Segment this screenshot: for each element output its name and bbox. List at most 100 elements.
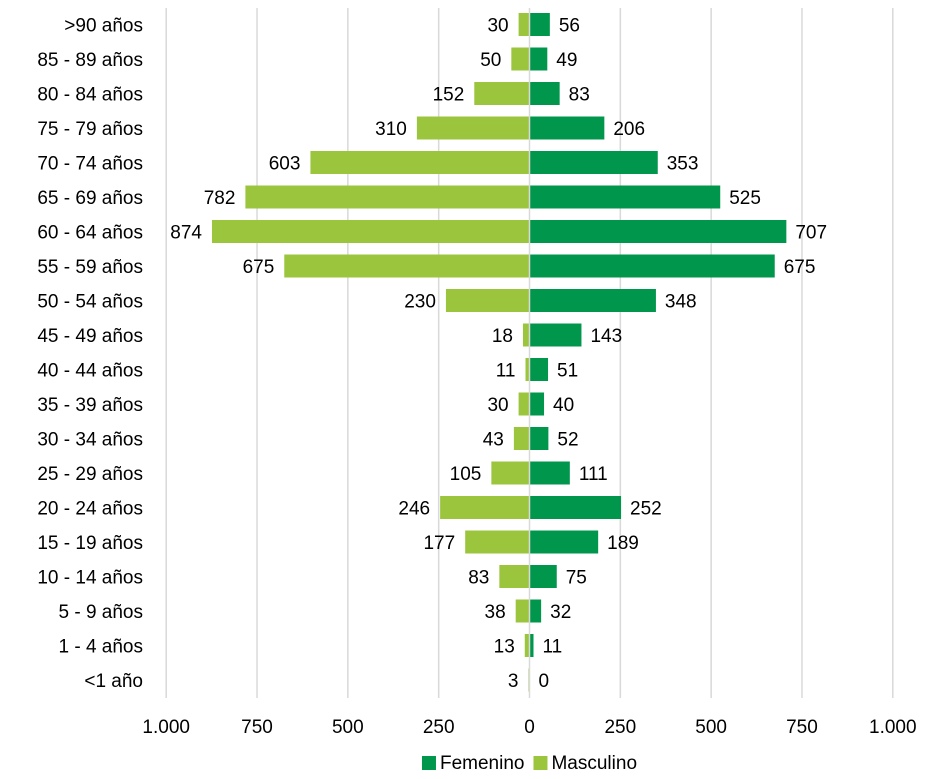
bar-femenino [529, 392, 545, 416]
data-label-femenino: 206 [613, 119, 645, 140]
data-label-femenino: 353 [667, 154, 699, 175]
data-label-masculino: 152 [433, 85, 465, 106]
x-tick-label: 0 [524, 717, 535, 738]
data-label-masculino: 83 [468, 568, 489, 589]
bar-masculino [474, 82, 530, 105]
data-label-femenino: 49 [556, 50, 577, 71]
data-label-femenino: 0 [539, 671, 550, 692]
bar-femenino [529, 565, 557, 588]
bar-masculino [211, 220, 530, 243]
bar-femenino [529, 289, 656, 312]
bar-femenino [529, 496, 622, 519]
bar-femenino [529, 185, 721, 209]
bar-femenino [529, 82, 560, 105]
category-label: 20 - 24 años [37, 499, 143, 520]
data-label-masculino: 13 [494, 637, 515, 658]
category-label: <1 año [84, 671, 143, 692]
legend-swatch [533, 756, 548, 770]
bar-masculino [440, 496, 530, 519]
legend-label: Masculino [551, 753, 637, 774]
data-label-masculino: 675 [243, 257, 275, 278]
bar-masculino [445, 289, 530, 312]
category-label: 65 - 69 años [37, 188, 143, 209]
bar-femenino [529, 47, 548, 71]
data-label-femenino: 83 [569, 85, 590, 106]
data-label-femenino: 525 [729, 188, 761, 209]
bar-masculino [522, 323, 530, 347]
category-label: 70 - 74 años [37, 154, 143, 175]
category-label: 85 - 89 años [37, 50, 143, 71]
category-labels: >90 años 85 - 89 años 80 - 84 años 75 - 79 … [37, 16, 143, 693]
bar-masculino [518, 13, 530, 36]
data-label-masculino: 177 [423, 533, 455, 554]
data-label-masculino: 38 [485, 602, 506, 623]
data-label-masculino: 30 [487, 395, 508, 416]
bar-femenino [529, 220, 787, 243]
category-label: 75 - 79 años [37, 119, 143, 140]
data-label-femenino: 111 [579, 464, 608, 485]
bar-masculino [416, 116, 530, 140]
x-tick-label: 500 [332, 717, 364, 738]
data-label-masculino: 874 [170, 223, 202, 244]
x-tick-labels: 1.000 750 500 250 0 250 500 750 1.000 [142, 717, 916, 738]
category-label: 80 - 84 años [37, 85, 143, 106]
data-label-femenino: 252 [630, 499, 662, 520]
data-label-femenino: 189 [607, 533, 639, 554]
data-labels: 30 56 50 49 152 83 310 206 603 353 782 525 874 707 675… [170, 16, 827, 693]
bar-masculino [245, 185, 530, 209]
x-tick-label: 250 [604, 717, 636, 738]
data-label-femenino: 75 [566, 568, 587, 589]
bar-masculino [515, 599, 530, 623]
data-label-femenino: 348 [665, 292, 697, 313]
data-label-masculino: 50 [480, 50, 501, 71]
category-label: >90 años [64, 16, 143, 37]
legend-item-femenino: Femenino [421, 753, 524, 774]
bar-femenino [529, 254, 775, 278]
bar-masculino [499, 565, 530, 588]
x-tick-label: 500 [695, 717, 727, 738]
bar-masculino [513, 427, 530, 450]
bar-masculino [284, 254, 530, 278]
data-label-masculino: 782 [204, 188, 236, 209]
bar-femenino [529, 530, 599, 554]
data-label-masculino: 230 [404, 292, 436, 313]
data-label-masculino: 246 [398, 499, 430, 520]
category-label: 35 - 39 años [37, 395, 143, 416]
bar-masculino [511, 47, 530, 71]
category-label: 30 - 34 años [37, 430, 143, 451]
bars [211, 13, 787, 692]
category-label: 25 - 29 años [37, 464, 143, 485]
data-label-masculino: 18 [492, 326, 513, 347]
data-label-femenino: 56 [559, 16, 580, 37]
bar-femenino [529, 427, 549, 450]
legend-swatch [421, 756, 436, 770]
data-label-masculino: 603 [269, 154, 301, 175]
data-label-femenino: 40 [553, 395, 574, 416]
category-label: 55 - 59 años [37, 257, 143, 278]
category-label: 1 - 4 años [59, 637, 144, 658]
data-label-masculino: 30 [487, 16, 508, 37]
bar-masculino [524, 634, 530, 657]
category-label: 40 - 44 años [37, 361, 143, 382]
legend-item-masculino: Masculino [533, 753, 637, 774]
bar-femenino [529, 358, 549, 381]
x-tick-label: 750 [786, 717, 818, 738]
data-label-femenino: 32 [550, 602, 571, 623]
x-tick-label: 1.000 [869, 717, 917, 738]
category-label: 50 - 54 años [37, 292, 143, 313]
bar-femenino [529, 599, 542, 623]
bar-femenino [529, 461, 570, 485]
bar-femenino [529, 323, 582, 347]
x-tick-label: 750 [241, 717, 273, 738]
bar-masculino [465, 530, 530, 554]
data-label-masculino: 43 [483, 430, 504, 451]
legend: Femenino Masculino [421, 753, 637, 774]
x-tick-label: 1.000 [142, 717, 190, 738]
data-label-masculino: 11 [496, 361, 516, 382]
bar-masculino [310, 151, 530, 174]
data-label-femenino: 143 [590, 326, 622, 347]
data-label-femenino: 675 [784, 257, 816, 278]
data-label-masculino: 3 [508, 671, 519, 692]
category-label: 60 - 64 años [37, 223, 143, 244]
